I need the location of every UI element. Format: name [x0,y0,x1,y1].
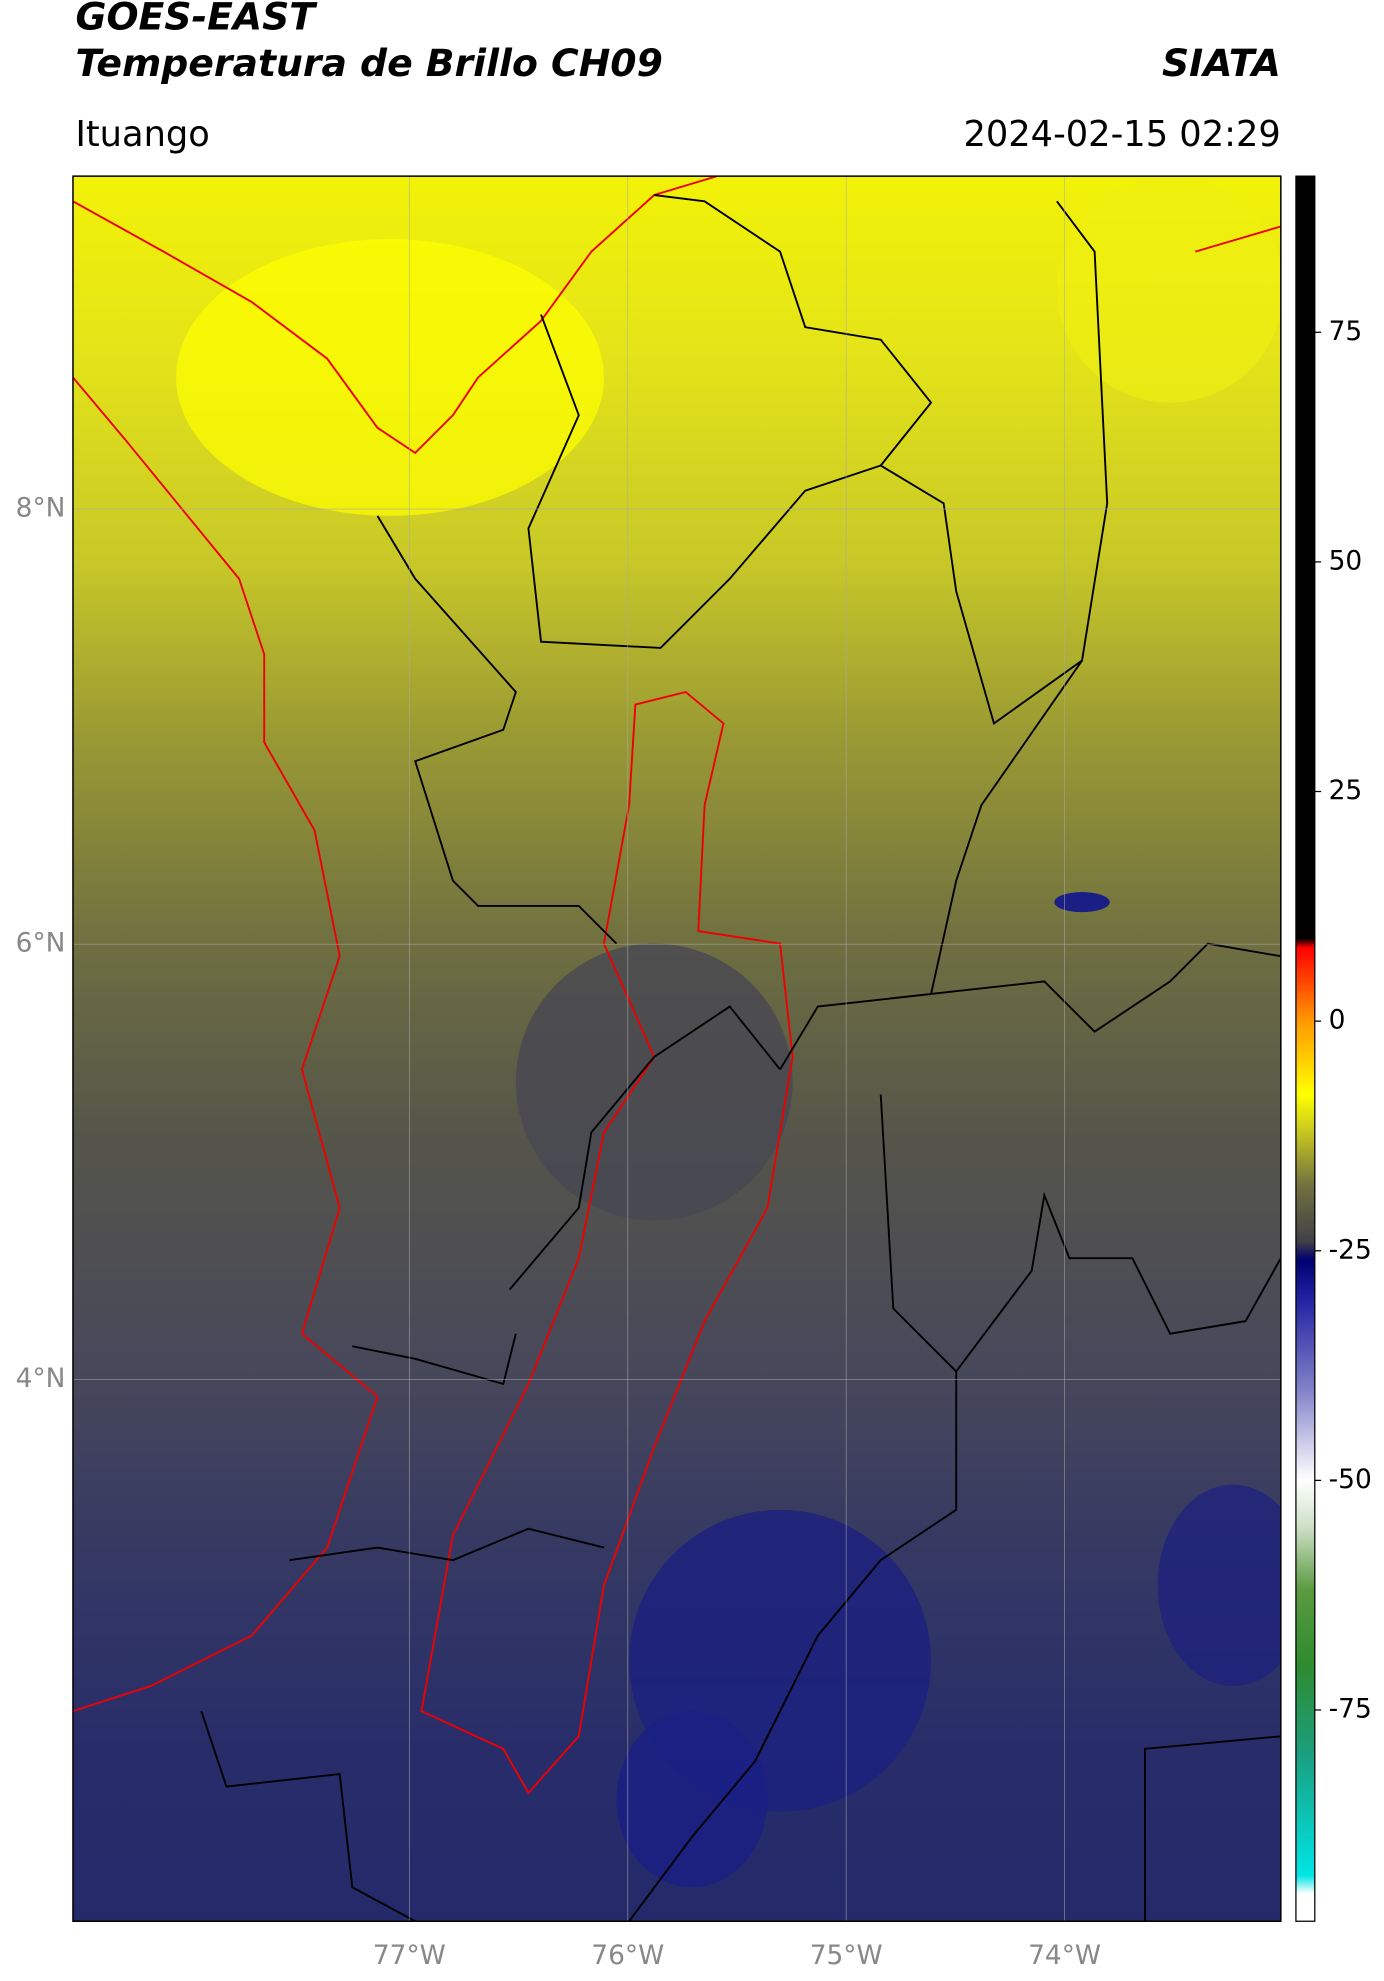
lat-tick-label: 6°N [16,928,66,959]
graticule [72,176,1281,1922]
colorbar-tick-label: -50 [1329,1464,1372,1495]
title: GOES-EAST [75,0,318,38]
datetime: 2024-02-15 02:29 [963,114,1280,155]
colorbar-tick-label: 25 [1329,775,1363,806]
map-field [72,176,1281,1922]
colorbar [1295,175,1316,1922]
colorbar-tick-label: -25 [1329,1234,1372,1265]
subtitle: Temperatura de Brillo CH09 [75,41,662,85]
colorbar-tick-label: -75 [1329,1693,1372,1724]
lon-tick-label: 75°W [810,1940,883,1971]
lon-tick-label: 76°W [591,1940,664,1971]
brand: SIATA [1162,41,1281,85]
lat-tick-label: 4°N [16,1363,66,1394]
colorbar-tick-label: 50 [1329,545,1363,576]
lon-tick-label: 74°W [1028,1940,1101,1971]
lon-tick-label: 77°W [373,1940,446,1971]
location: Ituango [75,114,209,155]
colorbar-tick-label: 75 [1329,316,1363,347]
lat-tick-label: 8°N [16,493,66,524]
colorbar-tick-label: 0 [1329,1005,1346,1036]
map-frame [72,175,1282,1922]
